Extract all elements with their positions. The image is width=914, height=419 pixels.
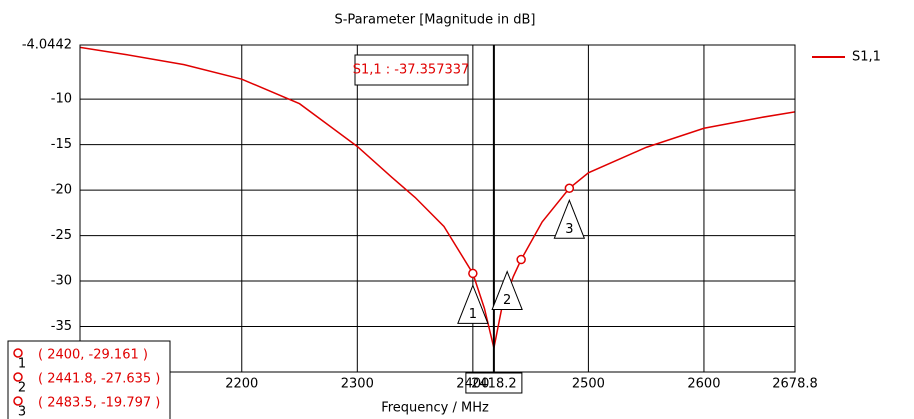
plot-frame: [79, 44, 796, 373]
table-icon: [13, 372, 23, 382]
x-tick-label: 2500: [572, 377, 605, 392]
y-tick-label: -4.0442: [22, 38, 72, 53]
plot-area: [80, 46, 795, 349]
table-row: ( 2441.8, -27.635 ): [38, 372, 160, 387]
cursor-label-box: [465, 372, 523, 394]
y-tick-label: -35: [51, 319, 72, 334]
table-icon: [13, 396, 23, 406]
marker-id: 1: [469, 307, 477, 322]
legend-label: S1,1: [852, 50, 881, 65]
x-tick-label: 2600: [687, 377, 720, 392]
x-tick-label: 2200: [225, 377, 258, 392]
y-tick-label: -25: [51, 228, 72, 243]
table-row: ( 2400, -29.161 ): [38, 348, 148, 363]
grid: [80, 44, 796, 372]
table-icon: [13, 348, 23, 358]
marker-point: [564, 183, 575, 194]
table-icon-id: 1: [18, 357, 26, 372]
table-icon-id: 2: [18, 381, 26, 396]
y-tick-label: -20: [51, 183, 72, 198]
marker-triangle: [457, 284, 489, 324]
x-tick-label: 2678.8: [772, 377, 818, 392]
marker-triangle: [553, 198, 586, 239]
marker-point: [468, 268, 478, 279]
y-tick-label: -15: [51, 137, 72, 152]
series-line: [80, 46, 795, 349]
marker-point: [516, 254, 526, 265]
x-tick-label: 2300: [341, 377, 374, 392]
overlay: 2418.2 S1,1 : -37.357337 1 1 ( 2400, -29.161…: [7, 45, 586, 419]
y-tick-label: -10: [51, 92, 72, 107]
x-tick-label: 2400: [456, 377, 489, 392]
table-icon-id: 3: [18, 405, 26, 419]
annotation-box: [354, 54, 469, 86]
x-axis-label: Frequency / MHz: [381, 401, 489, 416]
marker-id: 2: [503, 293, 511, 308]
cursor-label: 2418.2: [471, 377, 517, 392]
annotation: S1,1 : -37.357337: [353, 63, 470, 78]
chart-title: S-Parameter [Magnitude in dB]: [334, 13, 535, 28]
marker-triangle: [491, 270, 523, 311]
y-tick-label: -30: [51, 274, 72, 289]
marker-table: [7, 340, 171, 419]
marker-id: 3: [565, 222, 573, 237]
table-row: ( 2483.5, -19.797 ): [38, 396, 160, 411]
